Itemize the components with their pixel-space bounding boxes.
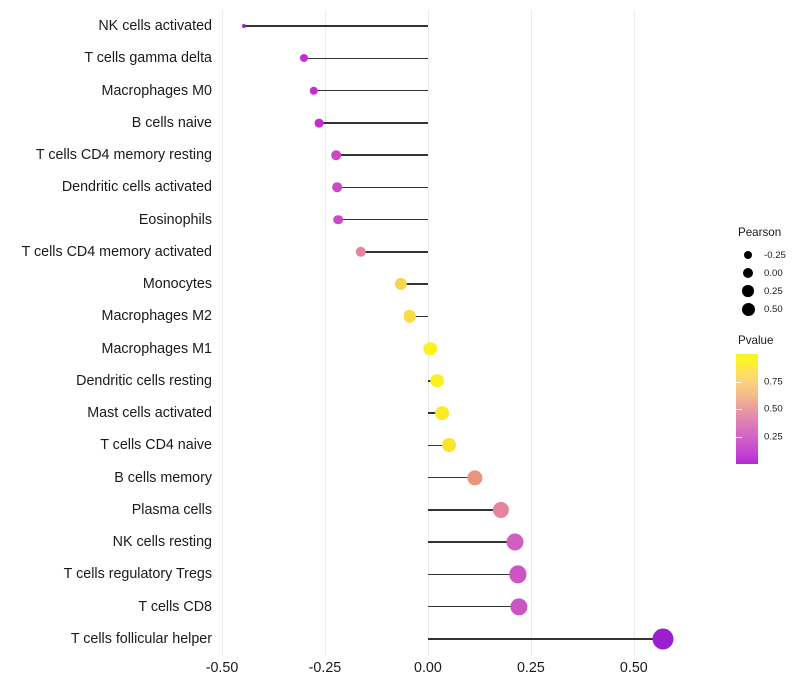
pearson-legend-dot (736, 251, 760, 259)
lollipop-stem (303, 57, 428, 60)
colorbar-tick-label: 0.50 (764, 403, 783, 415)
y-axis-tick-label: T cells follicular helper (70, 630, 212, 647)
colorbar-tick (736, 409, 742, 410)
pearson-legend-dot (736, 302, 760, 316)
pearson-legend-item[interactable]: 0.25 (736, 282, 800, 300)
y-axis-labels: NK cells activated T cells gamma delta Mac… (0, 10, 212, 655)
x-axis-tick-label: -0.50 (205, 660, 239, 676)
lollipop-point[interactable] (309, 86, 319, 95)
lollipop-point[interactable] (241, 24, 246, 29)
lollipop-stem (400, 283, 428, 285)
lollipop-point[interactable] (394, 278, 407, 291)
pearson-legend-label: 0.25 (764, 285, 783, 297)
pearson-legend-label: 0.00 (764, 267, 783, 279)
pvalue-colorbar-wrap: 0.75 0.50 0.25 (736, 354, 800, 464)
lollipop-point[interactable] (423, 341, 438, 356)
colorbar-tick (736, 436, 742, 438)
lollipop-stem (409, 315, 428, 318)
lollipop-stem (427, 476, 476, 479)
lollipop-point[interactable] (492, 501, 509, 518)
lollipop-stem (427, 605, 519, 608)
x-axis-labels: -0.50 -0.25 0.00 0.25 0.50 (206, 660, 675, 684)
lollipop-point[interactable] (435, 406, 449, 421)
y-axis-tick-label: T cells CD4 memory resting (35, 146, 212, 163)
y-axis-tick-label: B cells memory (114, 469, 212, 486)
lollipop-point[interactable] (506, 533, 524, 551)
lollipop-point[interactable] (314, 118, 324, 128)
y-axis-tick-label: Mast cells activated (87, 404, 212, 421)
gridline (222, 10, 223, 655)
y-axis-tick-label: Eosinophils (138, 211, 212, 228)
lollipop-point[interactable] (467, 470, 483, 486)
lollipop-point[interactable] (430, 374, 445, 388)
colorbar-tick-label: 0.25 (764, 431, 783, 442)
pearson-legend-label: -0.25 (764, 249, 786, 261)
y-axis-tick-label: Macrophages M1 (101, 340, 212, 357)
pearson-legend-dot (736, 285, 760, 297)
x-axis-tick-label: -0.25 (308, 660, 342, 676)
y-axis-tick-label: Dendritic cells activated (61, 179, 212, 196)
lollipop-point[interactable] (355, 246, 366, 258)
colorbar-tick-label: 0.75 (764, 376, 783, 387)
lollipop-stem (360, 251, 428, 253)
pearson-legend-title: Pearson (738, 226, 782, 239)
lollipop-stem (318, 122, 428, 124)
lollipop-stem (427, 541, 516, 543)
y-axis-tick-label: NK cells resting (112, 533, 212, 550)
lollipop-point[interactable] (332, 182, 343, 193)
lollipop-stem (427, 412, 442, 414)
lollipop-point[interactable] (299, 54, 308, 63)
x-axis-tick-label: 0.25 (516, 660, 545, 676)
lollipop-point[interactable] (331, 150, 342, 160)
gridline (530, 10, 532, 655)
y-axis-tick-label: T cells CD4 naive (100, 437, 212, 454)
gridline (427, 10, 429, 655)
gridline (633, 10, 635, 655)
lollipop-point[interactable] (509, 565, 527, 583)
lollipop-stem (336, 154, 428, 156)
y-axis-tick-label: Monocytes (142, 275, 212, 292)
lollipop-stem (337, 186, 428, 189)
pearson-size-legend: Pearson -0.25 0.00 0.25 0.50 (736, 226, 800, 318)
lollipop-stem (313, 89, 428, 92)
colorbar-tick (736, 381, 742, 383)
y-axis-tick-label: T cells regulatory Tregs (63, 566, 212, 583)
plot-panel (222, 10, 675, 655)
pearson-legend-item[interactable]: -0.25 (736, 246, 800, 264)
y-axis-tick-label: T cells CD8 (138, 598, 212, 615)
y-axis-tick-label: T cells gamma delta (84, 50, 212, 67)
lollipop-point[interactable] (652, 628, 674, 650)
lollipop-point[interactable] (333, 214, 343, 225)
pearson-legend-dot (736, 268, 760, 278)
lollipop-point[interactable] (509, 598, 528, 616)
pearson-legend-item[interactable]: 0.50 (736, 300, 800, 318)
lollipop-point[interactable] (441, 438, 456, 453)
y-axis-tick-label: Macrophages M2 (101, 308, 212, 325)
y-axis-tick-label: Dendritic cells resting (76, 372, 212, 389)
x-axis-tick-label: 0.00 (413, 660, 442, 676)
lollipop-stem (338, 218, 428, 221)
lollipop-stem (427, 638, 664, 640)
lollipop-point[interactable] (403, 310, 417, 323)
pvalue-color-legend: Pvalue 0.75 0.50 0.25 (736, 334, 800, 464)
y-axis-tick-label: Plasma cells (131, 501, 212, 518)
lollipop-stem (427, 573, 518, 576)
lollipop-stem (427, 509, 501, 511)
y-axis-tick-label: B cells naive (131, 114, 212, 131)
y-axis-tick-label: T cells CD4 memory activated (21, 243, 212, 260)
pearson-legend-item[interactable]: 0.00 (736, 264, 800, 282)
x-axis-tick-label: 0.50 (619, 660, 648, 676)
lollipop-stem (427, 444, 449, 447)
pearson-legend-label: 0.50 (764, 303, 783, 315)
gridline (324, 10, 326, 655)
pearson-legend-items: -0.25 0.00 0.25 0.50 (736, 246, 800, 318)
y-axis-tick-label: NK cells activated (98, 17, 212, 34)
lollipop-stem (243, 25, 428, 27)
y-axis-tick-label: Macrophages M0 (101, 82, 212, 99)
pvalue-legend-title: Pvalue (738, 334, 774, 347)
